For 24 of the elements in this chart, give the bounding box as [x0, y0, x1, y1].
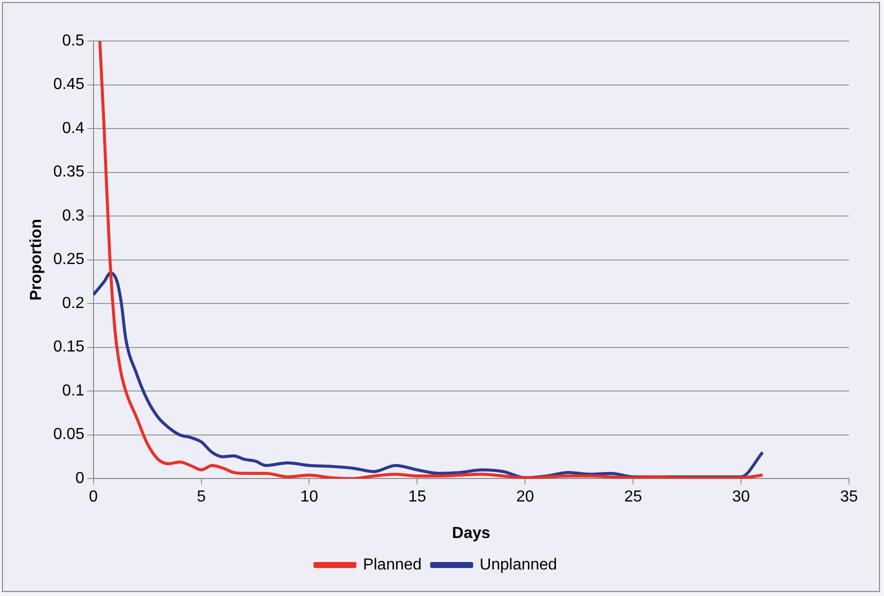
x-axis-title: Days — [452, 524, 490, 542]
y-tick-label: 0.4 — [62, 120, 84, 137]
y-tick-label: 0.45 — [53, 76, 84, 94]
x-tick-label: 5 — [196, 488, 206, 506]
x-tick-label: 0 — [88, 488, 98, 506]
x-tick-label: 15 — [408, 488, 426, 506]
y-tick-label: 0.35 — [53, 164, 84, 181]
y-tick-label: 0.2 — [62, 294, 84, 312]
x-tick-label: 10 — [300, 488, 318, 506]
y-tick-label: 0.25 — [53, 251, 84, 268]
legend-label: Unplanned — [480, 556, 558, 574]
y-tick-label: 0.3 — [62, 207, 84, 224]
y-tick-label: 0.15 — [53, 338, 84, 356]
x-tick-label: 35 — [840, 488, 858, 506]
x-tick-label: 25 — [624, 488, 642, 506]
x-tick-label: 30 — [732, 488, 750, 506]
legend-label: Planned — [362, 556, 422, 574]
line-series — [98, 41, 764, 479]
y-axis-title: Proportion — [28, 218, 46, 301]
x-tick-label: 20 — [516, 488, 534, 506]
y-tick-label: 0.1 — [62, 382, 84, 400]
y-tick-label: 0 — [75, 470, 84, 488]
y-tick-label: 0.5 — [62, 32, 84, 50]
y-tick-label: 0.05 — [53, 426, 84, 444]
